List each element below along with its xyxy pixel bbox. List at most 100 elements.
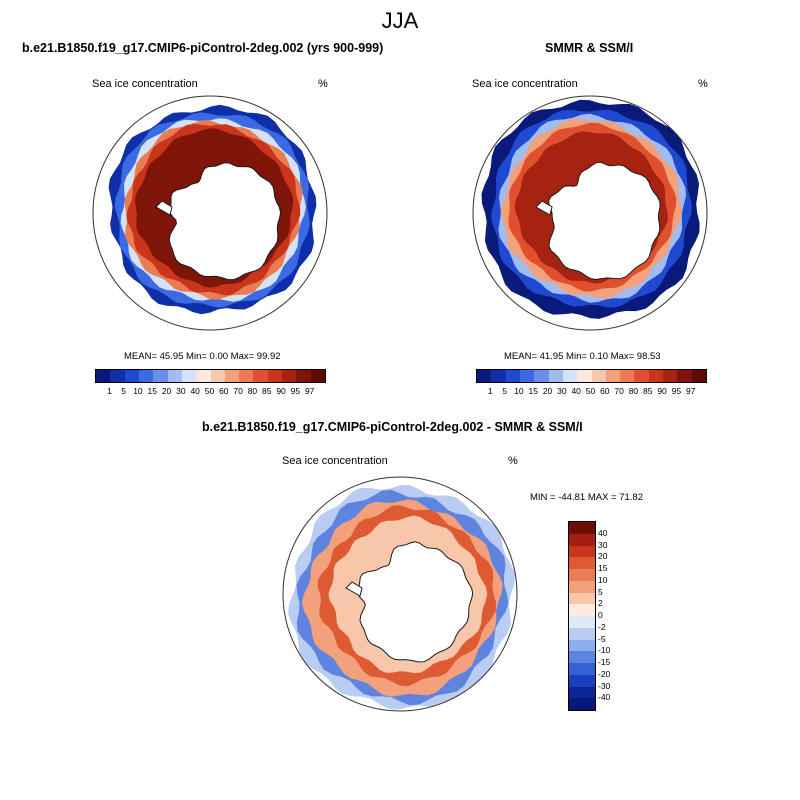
- colorbar-tick-label: 30: [557, 386, 567, 396]
- colorbar-swatch: [296, 370, 311, 382]
- colorbar-swatch: [569, 592, 595, 605]
- colorbar-swatch: [569, 533, 595, 546]
- colorbar-tick-label: -30: [598, 680, 611, 691]
- colorbar-swatch: [634, 370, 649, 382]
- colorbar-tick-label: 85: [643, 386, 653, 396]
- colorbar-swatch: [181, 370, 197, 382]
- diff-range-text: MIN = -44.81 MAX = 71.82: [530, 492, 644, 503]
- obs-colorbar: [476, 369, 707, 383]
- colorbar-swatch: [505, 370, 520, 382]
- obs-units-label: %: [698, 78, 708, 90]
- obs-stats: MEAN= 41.95 Min= 0.10 Max= 98.53: [504, 351, 661, 362]
- colorbar-swatch: [569, 616, 595, 628]
- colorbar-tick-label: 40: [571, 386, 581, 396]
- diff-panel-title: b.e21.B1850.f19_g17.CMIP6-piControl-2deg…: [202, 420, 583, 434]
- colorbar-swatch: [519, 370, 535, 382]
- obs-polar-map: [472, 95, 708, 331]
- colorbar-tick-label: 85: [262, 386, 272, 396]
- diff-polar-map: [282, 476, 518, 712]
- colorbar-tick-label: -20: [598, 668, 611, 679]
- colorbar-tick-label: 70: [233, 386, 243, 396]
- map-boundary: [472, 95, 708, 331]
- colorbar-swatch: [124, 370, 139, 382]
- colorbar-tick-label: 50: [204, 386, 215, 396]
- colorbar-swatch: [210, 370, 225, 382]
- colorbar-swatch: [569, 557, 595, 569]
- peninsula-coastline: [345, 581, 363, 597]
- colorbar-tick-label: 95: [671, 386, 682, 396]
- colorbar-swatch: [691, 370, 706, 382]
- colorbar-tick-label: 10: [133, 386, 143, 396]
- peninsula-coastline: [155, 200, 173, 216]
- model-variable-label: Sea ice concentration: [92, 78, 198, 90]
- colorbar-tick-label: 0: [598, 610, 603, 620]
- colorbar-tick-label: 15: [147, 386, 157, 396]
- colorbar-swatch: [569, 569, 595, 581]
- colorbar-swatch: [562, 370, 578, 382]
- diff-colorbar: [568, 521, 596, 711]
- model-units-label: %: [318, 78, 328, 90]
- colorbar-swatch: [569, 604, 595, 616]
- colorbar-tick-label: -5: [598, 633, 606, 644]
- colorbar-tick-label: 5: [121, 386, 126, 396]
- colorbar-swatch: [110, 370, 125, 382]
- colorbar-tick-label: 15: [598, 563, 608, 573]
- colorbar-tick-label: 90: [657, 386, 667, 396]
- colorbar-swatch: [253, 370, 268, 382]
- colorbar-swatch: [569, 627, 595, 640]
- colorbar-swatch: [239, 370, 254, 382]
- colorbar-swatch: [569, 663, 595, 675]
- obs-panel-title: SMMR & SSM/I: [545, 41, 634, 55]
- colorbar-swatch: [569, 686, 595, 699]
- colorbar-swatch: [96, 370, 111, 382]
- colorbar-tick-label: 80: [628, 386, 639, 396]
- colorbar-tick-label: -10: [598, 645, 611, 656]
- model-panel-title: b.e21.B1850.f19_g17.CMIP6-piControl-2deg…: [22, 41, 384, 55]
- colorbar-tick-label: 1: [487, 386, 493, 396]
- antarctica-coastline: [548, 161, 661, 281]
- colorbar-swatch: [569, 580, 595, 593]
- colorbar-tick-label: -15: [598, 657, 611, 667]
- colorbar-swatch: [569, 651, 595, 663]
- colorbar-tick-label: 10: [598, 574, 608, 585]
- map-boundary: [92, 95, 328, 331]
- colorbar-tick-label: 95: [290, 386, 301, 396]
- colorbar-tick-label: 40: [598, 527, 608, 538]
- colorbar-tick-label: 5: [598, 586, 603, 597]
- colorbar-swatch: [663, 370, 678, 382]
- colorbar-swatch: [548, 370, 563, 382]
- colorbar-swatch: [310, 370, 325, 382]
- colorbar-swatch: [620, 370, 635, 382]
- colorbar-tick-label: -2: [598, 621, 606, 632]
- colorbar-swatch: [534, 370, 549, 382]
- colorbar-swatch: [605, 370, 621, 382]
- colorbar-swatch: [569, 545, 595, 558]
- colorbar-swatch: [196, 370, 211, 382]
- colorbar-tick-label: 5: [502, 386, 507, 396]
- colorbar-tick-label: 30: [176, 386, 186, 396]
- colorbar-tick-label: 60: [219, 386, 229, 396]
- colorbar-swatch: [569, 698, 595, 710]
- colorbar-swatch: [591, 370, 606, 382]
- colorbar-swatch: [267, 370, 283, 382]
- model-stats: MEAN= 45.95 Min= 0.00 Max= 99.92: [124, 351, 281, 362]
- colorbar-tick-label: 50: [585, 386, 596, 396]
- obs-variable-label: Sea ice concentration: [472, 78, 578, 90]
- colorbar-tick-label: 97: [304, 386, 315, 396]
- colorbar-swatch: [282, 370, 297, 382]
- diff-units-label: %: [508, 455, 518, 467]
- colorbar-swatch: [577, 370, 592, 382]
- colorbar-swatch: [648, 370, 664, 382]
- colorbar-swatch: [224, 370, 240, 382]
- colorbar-swatch: [677, 370, 692, 382]
- peninsula-coastline: [535, 200, 553, 216]
- season-title: JJA: [381, 8, 419, 33]
- colorbar-swatch: [477, 370, 492, 382]
- diff-variable-label: Sea ice concentration: [282, 455, 388, 467]
- colorbar-swatch: [167, 370, 182, 382]
- colorbar-tick-label: 20: [161, 386, 172, 396]
- colorbar-tick-label: 97: [685, 386, 696, 396]
- colorbar-tick-label: 20: [598, 551, 608, 562]
- colorbar-swatch: [569, 674, 595, 687]
- colorbar-tick-label: 70: [614, 386, 624, 396]
